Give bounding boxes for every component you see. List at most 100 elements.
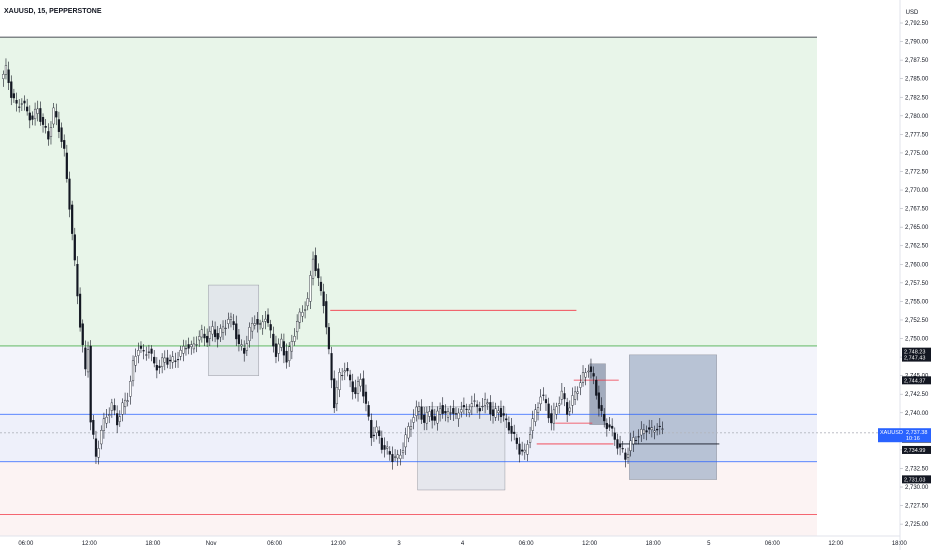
candle-body	[28, 112, 31, 121]
time-tick-label: 06:00	[267, 541, 283, 547]
candle-body	[277, 343, 280, 354]
candle-body	[526, 444, 529, 455]
candle-body	[648, 427, 651, 430]
candle-body	[150, 348, 153, 354]
candle-body	[41, 117, 45, 125]
price-tick-label: 2,732.50	[905, 466, 929, 472]
candle-body	[145, 354, 148, 356]
candle-body	[362, 378, 365, 397]
candle-body	[179, 349, 182, 357]
candle-body	[102, 418, 106, 431]
candle-body	[116, 413, 119, 426]
candle-body	[629, 440, 632, 451]
ray-segments	[330, 309, 720, 445]
price-badge-label: 2,747.43	[904, 356, 925, 362]
time-tick-label: 18:00	[646, 541, 662, 547]
candle-body	[301, 312, 304, 317]
candle-body	[108, 414, 111, 416]
candle-body	[645, 430, 648, 433]
price-badge-5	[902, 475, 931, 484]
candle-body	[534, 409, 537, 422]
candle-body	[531, 418, 534, 431]
candle-body	[383, 445, 386, 450]
price-axis[interactable]: 2,725.002,727.502,730.002,732.502,735.00…	[899, 0, 929, 550]
candle-body	[354, 387, 357, 395]
candle-body	[211, 326, 214, 335]
candle-body	[176, 359, 180, 361]
candle-body	[542, 394, 545, 396]
candle-body	[309, 275, 312, 302]
candle-body	[7, 69, 10, 84]
candle-body	[656, 428, 659, 431]
candle-body	[536, 407, 540, 413]
candle-body	[637, 436, 640, 438]
candle-body	[311, 258, 315, 279]
candle-body	[293, 336, 296, 342]
candle-body	[650, 427, 653, 431]
candle-body	[618, 443, 622, 448]
candle-body	[168, 359, 172, 362]
candle-body	[658, 425, 661, 427]
candle-body	[341, 375, 344, 377]
candle-body	[457, 412, 460, 419]
candle-body	[431, 409, 434, 421]
candle-body	[86, 349, 90, 373]
price-tick-label: 2,780.00	[905, 114, 929, 120]
price-series	[2, 58, 664, 470]
time-tick-label: 5	[707, 541, 711, 547]
candle-body	[118, 416, 121, 422]
candle-body	[171, 356, 174, 363]
time-tick-label: 12:00	[828, 541, 844, 547]
candle-body	[319, 281, 323, 292]
candle-body	[558, 403, 561, 406]
candle-body	[401, 450, 405, 454]
candle-body	[325, 301, 328, 328]
candle-body	[76, 264, 79, 297]
time-axis[interactable]: 06:00 12:00 18:00 Nov 06:00 12:00 3 4 06:00 12:00…	[0, 535, 908, 547]
price-tick-label: 2,757.50	[905, 281, 929, 287]
candle-body	[568, 407, 571, 412]
price-tick-label: 2,752.50	[905, 318, 929, 324]
time-tick-label: 18:00	[145, 541, 161, 547]
candle-body	[388, 451, 391, 455]
candle-body	[640, 429, 643, 436]
candle-body	[121, 402, 124, 415]
candle-body	[539, 396, 542, 405]
candle-body	[203, 333, 206, 339]
candle-body	[420, 406, 423, 420]
candle-body	[65, 152, 68, 179]
candle-body	[507, 422, 511, 431]
price-tick-label: 2,727.50	[905, 504, 929, 510]
candle-body	[298, 311, 301, 323]
candle-body	[192, 343, 196, 350]
current-price-countdown: 10:16	[906, 436, 920, 442]
candle-body	[547, 403, 550, 419]
candle-body	[155, 365, 158, 371]
candle-body	[438, 408, 442, 415]
candle-body	[412, 417, 415, 423]
candle-body	[528, 434, 532, 443]
price-tick-label: 2,760.00	[905, 262, 929, 268]
candle-body	[206, 336, 209, 343]
candle-body	[18, 106, 21, 108]
candle-body	[608, 424, 611, 428]
candle-body	[174, 360, 177, 362]
candle-body	[468, 409, 471, 413]
time-tick-label: 06:00	[519, 541, 535, 547]
currency-label[interactable]: USD	[906, 10, 919, 16]
candle-body	[407, 426, 410, 439]
candle-body	[89, 345, 92, 423]
candle-body	[423, 414, 426, 423]
candle-body	[94, 438, 98, 457]
candle-body	[465, 408, 468, 410]
candle-body	[346, 368, 349, 372]
candle-body	[4, 65, 8, 75]
candle-body	[333, 378, 336, 409]
candle-body	[359, 379, 362, 387]
candle-body	[163, 357, 166, 363]
candle-body	[251, 323, 254, 332]
candle-body	[573, 391, 577, 400]
candle-body	[84, 347, 87, 370]
candle-body	[142, 350, 145, 352]
